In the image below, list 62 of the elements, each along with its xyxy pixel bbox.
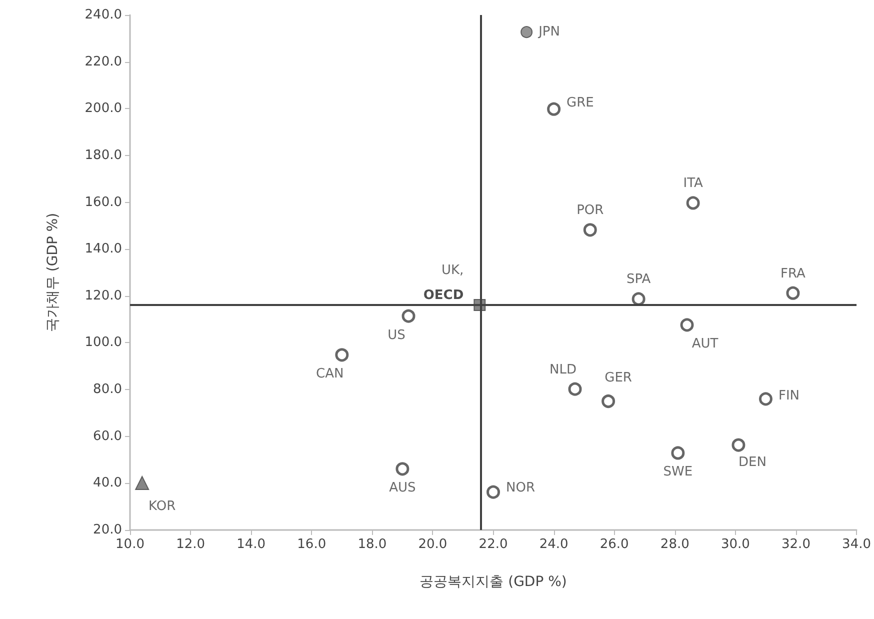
data-label: NOR bbox=[506, 480, 536, 496]
y-tick-label: 200.0 bbox=[84, 101, 122, 116]
x-tick-label: 32.0 bbox=[782, 537, 810, 552]
x-tick-label: 34.0 bbox=[842, 537, 872, 552]
x-tick-label: 16.0 bbox=[297, 537, 326, 552]
data-label: SWE bbox=[663, 464, 693, 480]
point bbox=[602, 394, 616, 408]
y-tick-label: 80.0 bbox=[93, 382, 122, 398]
point bbox=[402, 309, 416, 323]
y-tick-label: 140.0 bbox=[84, 242, 122, 257]
y-axis-title: 국가채무 (GDP %) bbox=[45, 212, 61, 332]
data-label: GER bbox=[604, 370, 632, 386]
point bbox=[547, 102, 561, 116]
point bbox=[732, 438, 746, 452]
x-tick-label: 28.0 bbox=[660, 537, 690, 552]
x-tick-label: 10.0 bbox=[116, 537, 144, 552]
x-tick-label: 14.0 bbox=[236, 537, 266, 552]
point bbox=[632, 292, 646, 306]
y-tick-label: 180.0 bbox=[84, 148, 122, 163]
data-label: AUT bbox=[692, 336, 718, 352]
point bbox=[786, 286, 800, 300]
data-label: GRE bbox=[566, 96, 594, 111]
point bbox=[486, 485, 500, 499]
x-axis-title: 공공복지지출 (GDP %) bbox=[420, 574, 567, 590]
x-tick-label: 18.0 bbox=[358, 537, 387, 552]
point bbox=[758, 392, 772, 406]
point bbox=[135, 476, 150, 490]
data-label: UK, OECD bbox=[423, 263, 464, 304]
y-tick-label: 100.0 bbox=[84, 335, 122, 350]
point bbox=[583, 223, 597, 237]
x-tick-label: 20.0 bbox=[418, 537, 448, 552]
x-tick-label: 12.0 bbox=[176, 537, 206, 552]
point bbox=[671, 446, 685, 460]
point bbox=[520, 26, 533, 38]
point bbox=[568, 382, 582, 396]
data-label: DEN bbox=[738, 454, 766, 470]
y-tick-label: 120.0 bbox=[84, 288, 122, 304]
point bbox=[680, 318, 694, 332]
x-tick-label: 24.0 bbox=[539, 537, 568, 552]
x-tick-label: 22.0 bbox=[478, 537, 508, 552]
data-label: JPN bbox=[538, 24, 560, 40]
data-label: NLD bbox=[550, 362, 576, 378]
point bbox=[335, 348, 349, 362]
data-label: US bbox=[388, 328, 406, 343]
data-label: SPA bbox=[626, 272, 651, 288]
x-tick-label: 30.0 bbox=[720, 537, 750, 552]
point bbox=[396, 462, 410, 476]
y-tick-label: 20.0 bbox=[93, 522, 122, 538]
data-label: FIN bbox=[778, 388, 800, 404]
y-tick-label: 60.0 bbox=[93, 428, 122, 444]
data-label: CAN bbox=[316, 366, 344, 382]
y-tick-label: 160.0 bbox=[84, 194, 122, 210]
y-tick-label: 40.0 bbox=[93, 476, 122, 491]
data-label: AUS bbox=[389, 480, 416, 496]
point bbox=[686, 196, 700, 210]
data-label: KOR bbox=[148, 498, 176, 514]
y-tick-label: 240.0 bbox=[84, 8, 122, 22]
data-label: ITA bbox=[683, 176, 703, 192]
y-tick-label: 220.0 bbox=[84, 54, 122, 70]
data-label: POR bbox=[576, 203, 604, 218]
x-tick-label: 26.0 bbox=[600, 537, 629, 552]
data-label: FRA bbox=[780, 266, 806, 282]
